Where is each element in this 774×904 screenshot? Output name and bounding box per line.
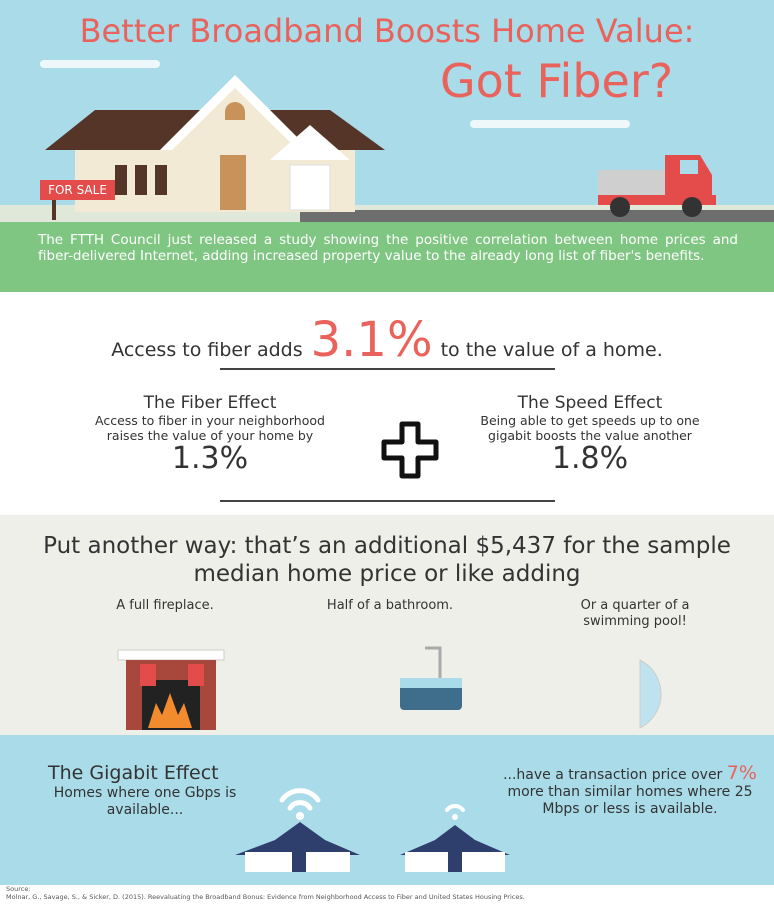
intro: The FTTH Council just released a study s… (38, 232, 738, 264)
comparison-icons (0, 640, 774, 735)
effect-figure: 1.8% (440, 443, 740, 475)
garage (290, 165, 330, 210)
fiber-effect: The Fiber Effect Access to fiber in your… (60, 393, 360, 475)
effect-figure: 1.3% (60, 443, 360, 475)
gigabit-title: The Gigabit Effect (48, 762, 219, 784)
plus-icon (380, 420, 440, 480)
sign-text: FOR SALE (40, 183, 115, 197)
item-label: Or a quarter of a swimming pool! (570, 598, 700, 630)
road (300, 210, 774, 222)
effect-title: The Fiber Effect (60, 393, 360, 413)
window (135, 165, 147, 195)
wifi-dot (296, 812, 304, 820)
headline: Access to fiber adds 3.1% to the value o… (0, 312, 774, 368)
right-prefix: ...have a transaction price over (503, 767, 722, 783)
item-label: Half of a bathroom. (305, 598, 475, 613)
mantel (118, 650, 224, 660)
houses-icon (230, 770, 510, 875)
water (400, 678, 462, 688)
source-citation: Molnar, G., Savage, S., & Sicker, D. (20… (6, 893, 771, 901)
title-line2: Got Fiber? (440, 54, 673, 108)
title-line1: Better Broadband Boosts Home Value: (0, 12, 774, 50)
headline-figure: 3.1% (311, 312, 433, 368)
source: Source: Molnar, G., Savage, S., & Sicker… (6, 885, 771, 901)
infographic: Better Broadband Boosts Home Value: Got … (0, 0, 774, 904)
comparison-heading: Put another way: that’s an additional $5… (30, 532, 744, 588)
divider (220, 368, 555, 370)
right-figure: 7% (727, 762, 757, 784)
headline-suffix: to the value of a home. (441, 339, 663, 361)
wheel (610, 197, 630, 217)
door (220, 155, 246, 210)
right-suffix: more than similar homes where 25 Mbps or… (507, 784, 752, 817)
house-door (448, 850, 462, 872)
divider (220, 500, 555, 502)
effect-text: Being able to get speeds up to one gigab… (440, 413, 740, 443)
truck-window (680, 160, 698, 174)
item-label: A full fireplace. (75, 598, 255, 613)
window (115, 165, 127, 195)
headline-prefix: Access to fiber adds (111, 339, 302, 361)
source-label: Source: (6, 885, 771, 893)
wifi (447, 806, 463, 810)
window (155, 165, 167, 195)
cloud (470, 120, 630, 128)
stocking (188, 664, 204, 686)
gigabit-left: Homes where one Gbps is available... (45, 785, 245, 819)
shower (425, 648, 440, 678)
wifi (282, 791, 318, 808)
effect-title: The Speed Effect (440, 393, 740, 413)
stocking (140, 664, 156, 686)
speed-effect: The Speed Effect Being able to get speed… (440, 393, 740, 475)
pool (640, 660, 661, 728)
wifi-dot (452, 814, 458, 820)
house-door (292, 850, 306, 872)
effect-text: Access to fiber in your neighborhood rai… (60, 413, 360, 443)
tub (400, 685, 462, 710)
cloud (40, 60, 160, 68)
gigabit-right: ...have a transaction price over 7% more… (500, 765, 760, 818)
wheel (682, 197, 702, 217)
